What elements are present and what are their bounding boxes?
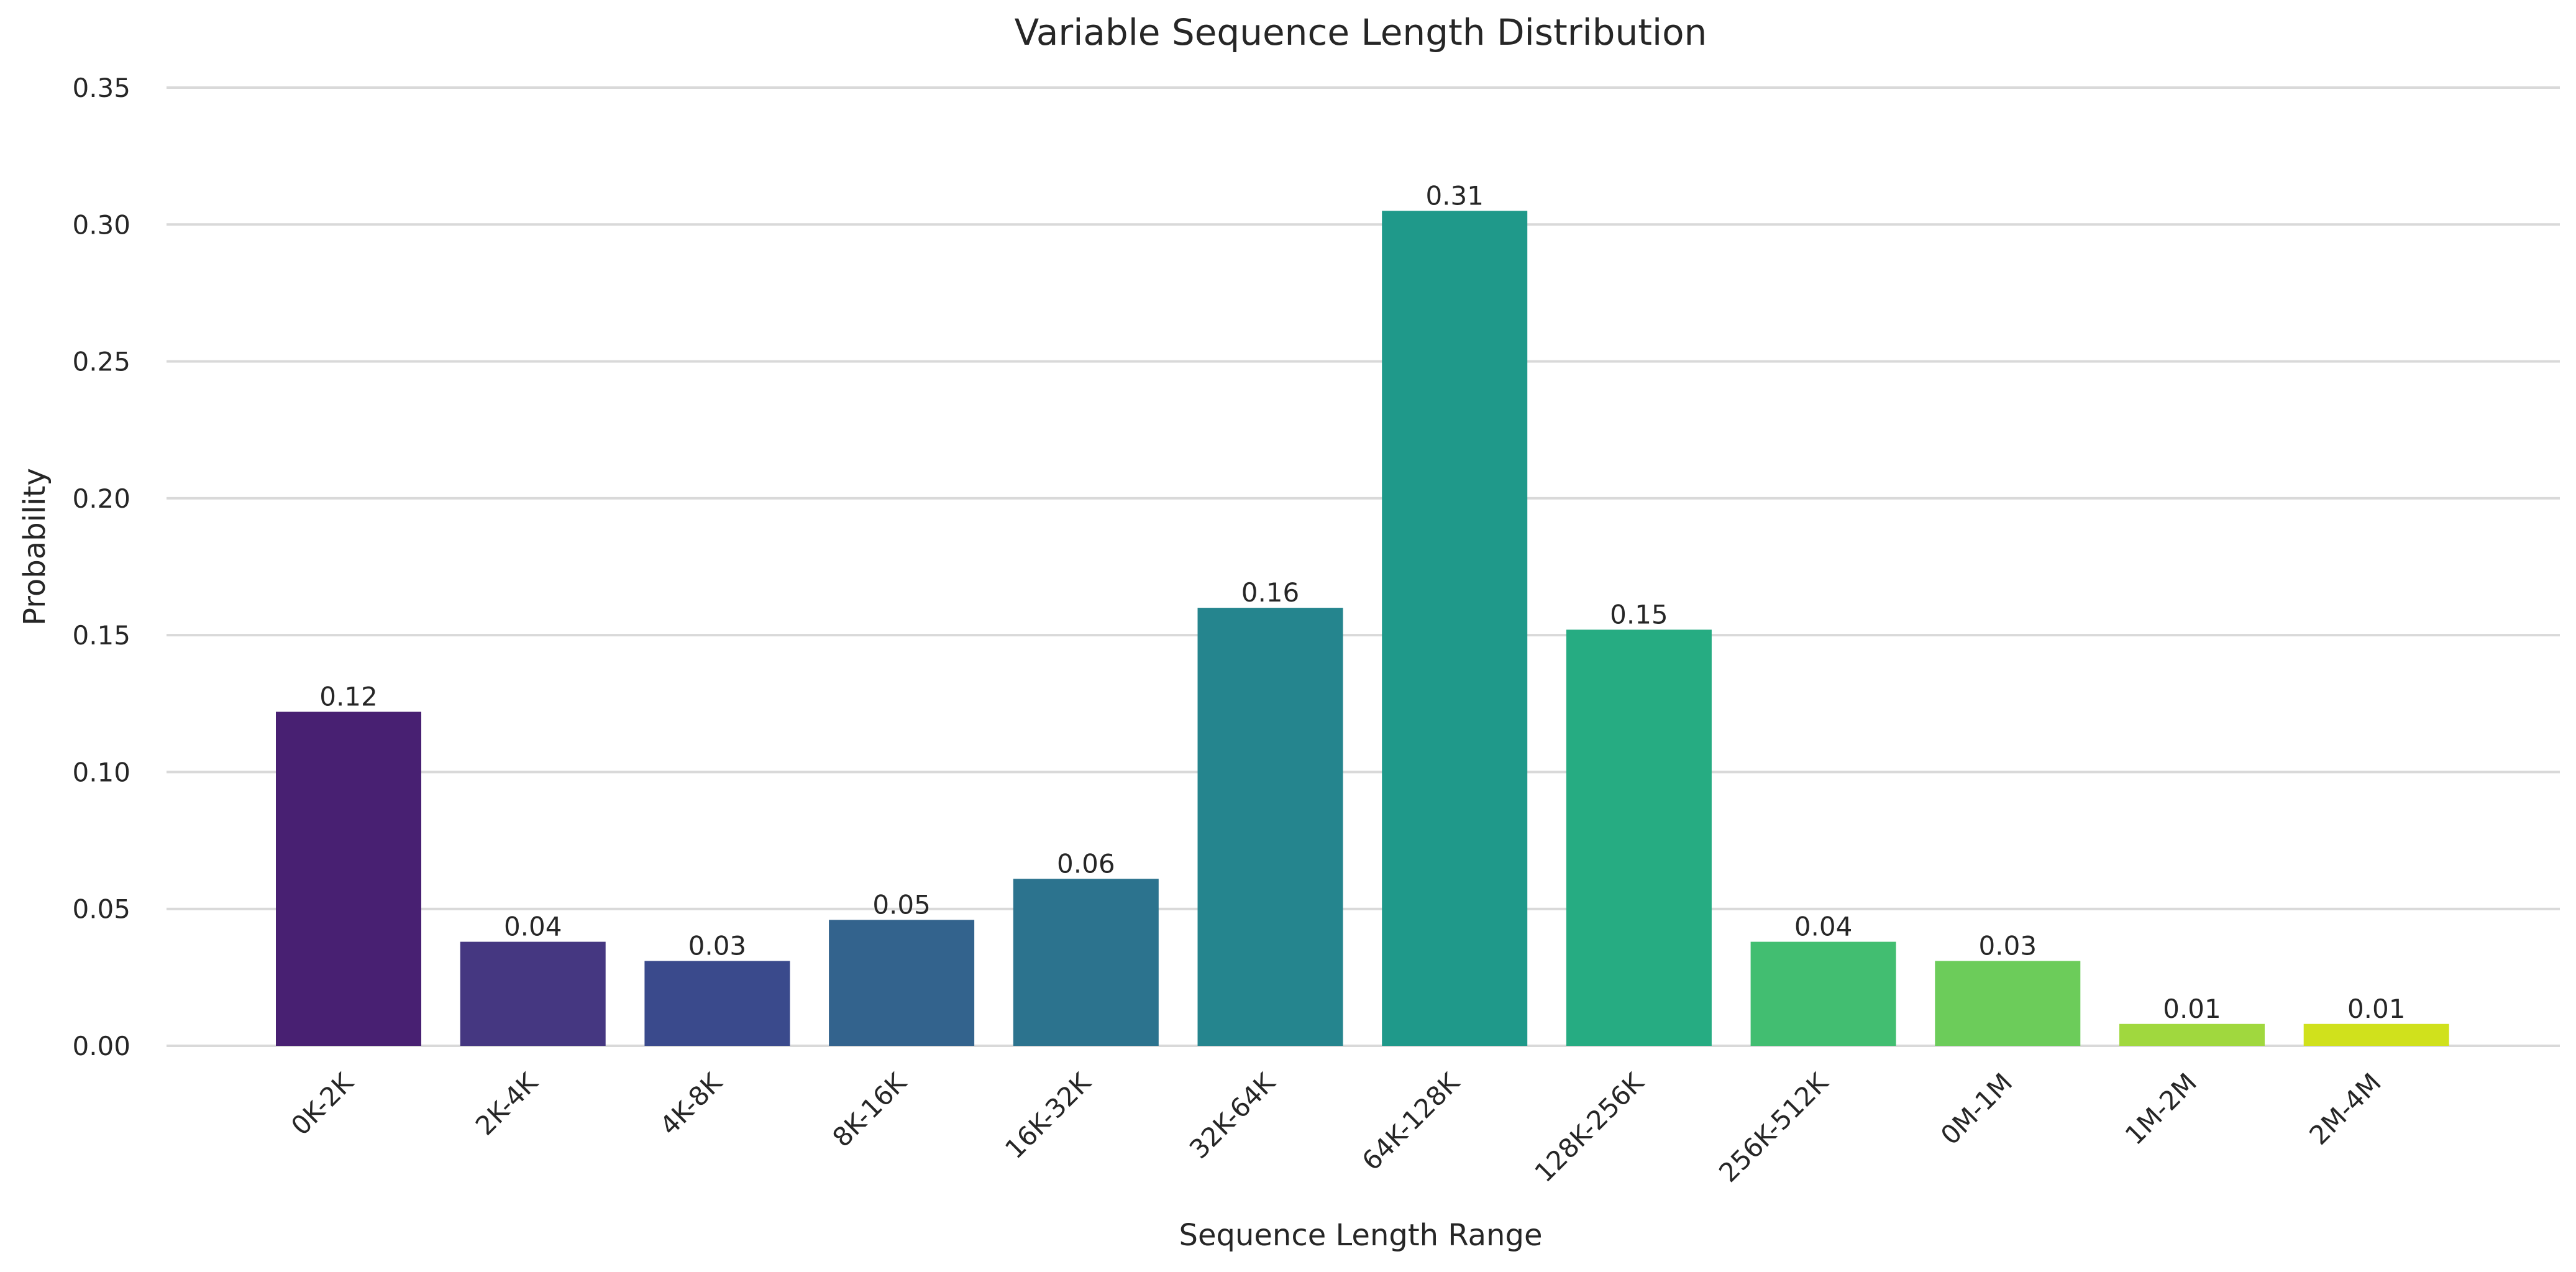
bar: [276, 711, 421, 1046]
bar-value-label: 0.01: [2163, 994, 2221, 1024]
x-tick-label: 64K-128K: [1356, 1066, 1466, 1176]
x-tick-label: 4K-8K: [654, 1066, 728, 1141]
x-tick-label: 32K-64K: [1184, 1066, 1282, 1164]
bar: [1382, 211, 1528, 1046]
data-labels: 0.12 0.04 0.03 0.05 0.06 0.16 0.31 0.15 0.04 0.03…: [319, 180, 2405, 1023]
x-tick-labels: 0K-2K 2K-4K 4K-8K 8K-16K 16K-32K 32K-64K 64K-1…: [285, 1066, 2387, 1188]
bar: [1013, 879, 1159, 1046]
bar: [829, 920, 975, 1046]
bar-value-label: 0.03: [688, 930, 747, 961]
bar-value-label: 0.06: [1057, 848, 1115, 879]
y-tick-label: 0.00: [72, 1031, 130, 1061]
bar: [644, 961, 790, 1046]
x-tick-label: 16K-32K: [999, 1066, 1097, 1164]
y-tick-label: 0.35: [72, 73, 130, 103]
y-tick-label: 0.15: [72, 620, 130, 651]
y-tick-labels: 0.00 0.05 0.10 0.15 0.20 0.25 0.30 0.35: [72, 73, 130, 1061]
x-tick-label: 8K-16K: [826, 1066, 913, 1153]
bar: [1750, 941, 1896, 1046]
y-tick-label: 0.10: [72, 757, 130, 787]
y-tick-label: 0.20: [72, 483, 130, 514]
bar-value-label: 0.12: [319, 682, 378, 712]
x-tick-label: 0K-2K: [285, 1066, 360, 1141]
y-axis-label: Probability: [17, 468, 52, 626]
bar-value-label: 0.16: [1241, 577, 1300, 608]
y-tick-label: 0.25: [72, 347, 130, 377]
bar: [2119, 1023, 2265, 1046]
x-tick-label: 256K-512K: [1713, 1066, 1835, 1188]
bar-value-label: 0.04: [1794, 912, 1853, 942]
gridlines: [167, 86, 2560, 1047]
x-axis-label: Sequence Length Range: [1179, 1218, 1543, 1253]
bar-value-label: 0.05: [872, 889, 931, 920]
x-tick-label: 128K-256K: [1528, 1066, 1650, 1188]
bar: [2303, 1023, 2449, 1046]
y-tick-label: 0.30: [72, 209, 130, 240]
bar-value-label: 0.03: [1979, 930, 2037, 961]
chart-title: Variable Sequence Length Distribution: [1015, 11, 1707, 53]
bar-value-label: 0.31: [1425, 180, 1484, 211]
bar-value-label: 0.15: [1610, 599, 1668, 629]
bar-value-label: 0.01: [2347, 994, 2406, 1024]
x-tick-label: 2K-4K: [470, 1066, 544, 1141]
bar: [1566, 629, 1712, 1046]
bar-value-label: 0.04: [504, 912, 562, 942]
x-tick-label: 2M-4M: [2303, 1067, 2386, 1150]
x-tick-label: 1M-2M: [2119, 1067, 2203, 1150]
bar: [1935, 961, 2081, 1046]
bar: [1197, 608, 1343, 1046]
x-tick-label: 0M-1M: [1935, 1067, 2018, 1150]
bars: [276, 211, 2449, 1046]
bar: [460, 941, 606, 1046]
y-tick-label: 0.05: [72, 894, 130, 925]
